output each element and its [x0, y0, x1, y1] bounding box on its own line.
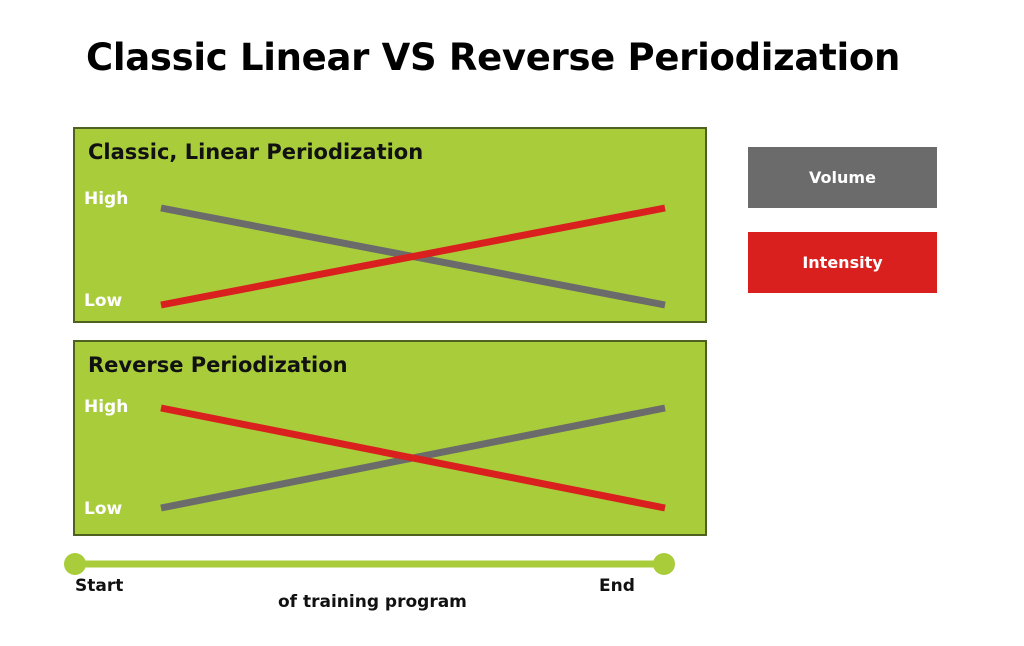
timeline-end-dot — [653, 553, 675, 575]
panel-title: Reverse Periodization — [88, 353, 348, 377]
page-title: Classic Linear VS Reverse Periodization — [86, 36, 901, 79]
y-tick-label-high: High — [84, 189, 129, 209]
chart-panel-reverse: Reverse Periodization High Low — [73, 340, 707, 536]
chart-panel-classic-linear: Classic, Linear Periodization High Low — [73, 127, 707, 323]
timeline-end-label: End — [599, 576, 635, 596]
y-tick-label-low: Low — [84, 499, 123, 519]
timeline-start-label: Start — [75, 576, 124, 596]
timeline-bar — [64, 553, 675, 575]
y-tick-label-high: High — [84, 397, 129, 417]
legend-item-intensity: Intensity — [748, 232, 937, 293]
timeline-caption: of training program — [278, 592, 467, 612]
timeline-start-dot — [64, 553, 86, 575]
y-tick-label-low: Low — [84, 291, 123, 311]
chart-plot — [160, 404, 666, 512]
series-line-intensity — [160, 404, 666, 512]
legend-item-volume: Volume — [748, 147, 937, 208]
chart-plot — [160, 204, 666, 309]
series-line-intensity — [160, 204, 666, 309]
panel-title: Classic, Linear Periodization — [88, 140, 424, 164]
